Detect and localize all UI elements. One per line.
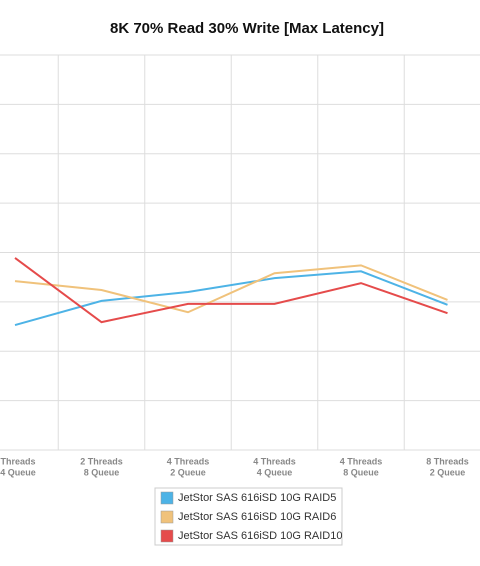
x-tick-label: 4 Threads <box>340 456 383 466</box>
x-tick-label: 2 Threads <box>80 456 123 466</box>
x-tick-label: 8 Queue <box>84 467 120 477</box>
legend-swatch <box>160 491 174 505</box>
chart-title: 8K 70% Read 30% Write [Max Latency] <box>110 20 384 37</box>
x-tick-label: 4 Queue <box>257 467 293 477</box>
x-tick-label: 4 Threads <box>167 456 210 466</box>
legend <box>154 487 343 546</box>
x-tick-label: 4 Threads <box>253 456 296 466</box>
x-tick-label: 2 Queue <box>170 467 206 477</box>
x-tick-label: Threads <box>0 456 35 466</box>
x-tick-label: 8 Threads <box>426 456 469 466</box>
series-line <box>14 257 448 324</box>
legend-swatch <box>160 510 174 524</box>
x-tick-label: 2 Queue <box>430 467 466 477</box>
legend-label: JetStor SAS 616iSD 10G RAID10 <box>178 530 342 542</box>
legend-swatch <box>160 529 174 543</box>
legend-label: JetStor SAS 616iSD 10G RAID6 <box>178 511 336 523</box>
series-line <box>14 270 448 327</box>
x-tick-label: 4 Queue <box>0 467 36 477</box>
legend-label: JetStor SAS 616iSD 10G RAID5 <box>178 492 336 504</box>
x-tick-label: 8 Queue <box>343 467 379 477</box>
series-line <box>14 264 448 314</box>
